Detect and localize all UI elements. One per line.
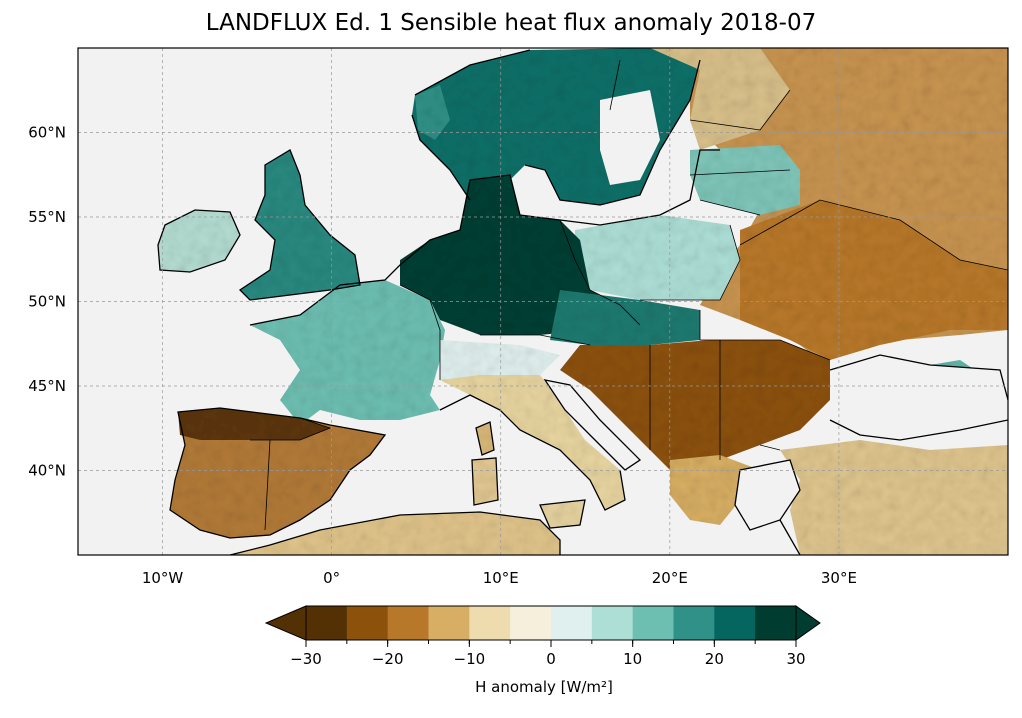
land-west-norway xyxy=(415,85,450,140)
colorbar-tick-label: −30 xyxy=(290,650,322,668)
colorbar-tick-label: 30 xyxy=(786,650,805,668)
colorbar-segment xyxy=(428,606,470,640)
land-north-africa xyxy=(230,512,560,555)
land-ukraine-belarus xyxy=(740,200,1008,360)
lon-tick-label: 30°E xyxy=(821,569,857,587)
gulf-of-bothnia xyxy=(600,90,660,185)
land-italy xyxy=(440,375,625,510)
lon-tick-label: 10°E xyxy=(483,569,519,587)
lat-tick-label: 55°N xyxy=(28,208,66,226)
land-great-britain xyxy=(240,150,360,300)
lon-tick-label: 20°E xyxy=(652,569,688,587)
land-finland xyxy=(650,48,790,150)
colorbar-tick-label: 0 xyxy=(546,650,556,668)
colorbar-segment xyxy=(755,606,797,640)
map-frame xyxy=(77,47,1009,556)
colorbar-tick-label: −20 xyxy=(372,650,404,668)
colorbar-extend-high xyxy=(795,605,821,641)
lat-tick-label: 50°N xyxy=(28,293,66,311)
colorbar-tick-label: 20 xyxy=(705,650,724,668)
lon-tick-label: 0° xyxy=(323,569,340,587)
land-iberia xyxy=(170,408,385,538)
aegean-sea xyxy=(735,460,800,530)
colorbar: −30 −20 −10 0 10 20 30 xyxy=(264,605,821,668)
colorbar-segment xyxy=(306,606,348,640)
colorbar-extend-low xyxy=(264,605,307,641)
colorbar-segment xyxy=(591,606,634,640)
land-iberia-north xyxy=(178,408,330,440)
colorbar-segment xyxy=(551,606,593,640)
baltic-sea xyxy=(560,190,690,225)
lon-tick-label: 10°W xyxy=(142,569,184,587)
land-central xyxy=(550,290,700,345)
lat-tick-label: 60°N xyxy=(28,124,66,142)
land-greece xyxy=(670,455,760,525)
land-ireland xyxy=(158,210,240,272)
colorbar-segment xyxy=(673,606,715,640)
lat-tick-label: 45°N xyxy=(28,377,66,395)
gridlines xyxy=(78,48,1008,555)
colorbar-segment xyxy=(346,606,389,640)
colorbar-segment xyxy=(469,606,511,640)
colorbar-tick-label: 10 xyxy=(623,650,642,668)
land-baltics xyxy=(690,145,800,215)
country-borders xyxy=(250,59,1008,531)
chart-title: LANDFLUX Ed. 1 Sensible heat flux anomal… xyxy=(205,10,817,36)
lon-tick-labels: 10°W 0° 10°E 20°E 30°E xyxy=(142,569,857,587)
colorbar-segment xyxy=(387,606,429,640)
colorbar-segment xyxy=(510,606,552,640)
colorbar-segment xyxy=(632,606,674,640)
black-sea xyxy=(830,355,1008,440)
colorbar-segment xyxy=(714,606,756,640)
lat-tick-label: 40°N xyxy=(28,462,66,480)
lat-tick-labels: 40°N 45°N 50°N 55°N 60°N xyxy=(28,124,66,480)
land-france xyxy=(250,280,445,425)
land-sicily xyxy=(540,500,585,528)
land-balkans xyxy=(560,340,830,500)
land-sardinia xyxy=(472,458,498,505)
land-alps xyxy=(440,340,560,380)
land-turkey xyxy=(780,440,1008,555)
adriatic-sea xyxy=(545,380,640,470)
land-poland xyxy=(575,215,740,300)
coastlines xyxy=(157,49,1008,555)
colorbar-label: H anomaly [W/m²] xyxy=(475,678,613,696)
colorbar-tick-label: −10 xyxy=(454,650,486,668)
